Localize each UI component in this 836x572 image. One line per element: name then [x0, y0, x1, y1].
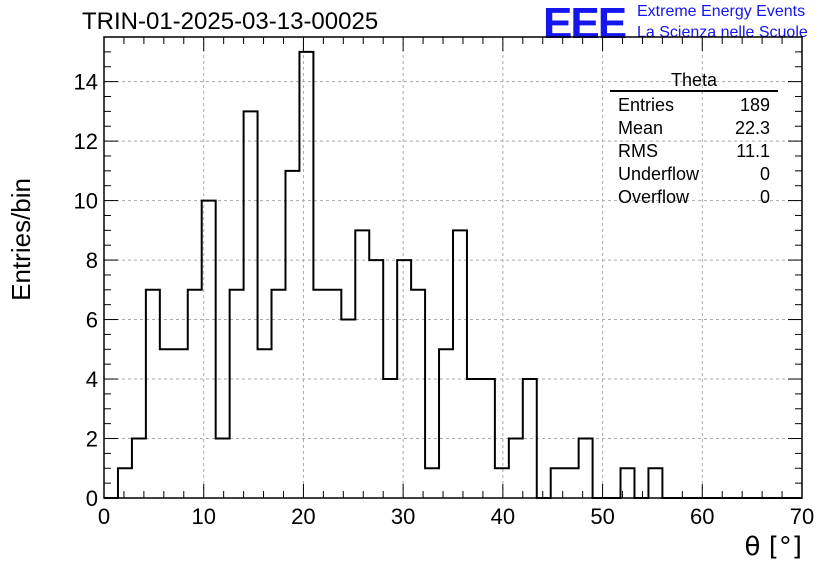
- histogram-bin: [202, 201, 216, 498]
- stats-value: 22.3: [734, 118, 770, 138]
- histogram-bin: [439, 349, 453, 498]
- stats-row: RMS 11.1: [610, 140, 778, 163]
- x-tick-label: 40: [491, 504, 515, 529]
- stats-value: 0: [759, 164, 770, 184]
- stats-label: Overflow: [618, 187, 690, 207]
- stats-row: Entries 189: [610, 94, 778, 117]
- logo-text-line-1: Extreme Energy Events: [637, 3, 806, 20]
- x-tick-label: 70: [790, 504, 814, 529]
- histogram-bin: [285, 171, 299, 498]
- stats-row: Underflow 0: [610, 163, 778, 186]
- histogram-bin: [411, 290, 425, 498]
- histogram-bin: [481, 379, 495, 498]
- y-tick-label: 2: [86, 427, 98, 452]
- eee-logo-icon: EEE: [543, 0, 627, 48]
- histogram-bin: [230, 290, 244, 498]
- histogram-bin: [146, 290, 160, 498]
- histogram-bin: [327, 290, 341, 498]
- histogram-bin: [509, 439, 523, 498]
- stats-label: Mean: [618, 118, 664, 138]
- histogram-bin: [244, 111, 258, 498]
- plot-frame: [103, 36, 803, 499]
- histogram-bin: [313, 290, 327, 498]
- x-axis-label: θ [°]: [744, 532, 802, 562]
- stats-box: Theta Entries 189 Mean 22.3 RMS 11.1 Underflow…: [610, 70, 778, 209]
- histogram-bin: [453, 230, 467, 498]
- stats-label: Underflow: [618, 164, 700, 184]
- histogram-bin: [648, 468, 662, 498]
- histogram-bin: [272, 290, 286, 498]
- histogram-bin: [341, 320, 355, 498]
- y-tick-label: 10: [74, 189, 98, 214]
- histogram-bin: [425, 468, 439, 498]
- histogram-bin: [355, 230, 369, 498]
- stats-row: Overflow 0: [610, 186, 778, 209]
- y-tick-label: 4: [86, 367, 98, 392]
- x-tick-label: 60: [690, 504, 714, 529]
- stats-label: Entries: [618, 95, 675, 115]
- x-tick-label: 30: [391, 504, 415, 529]
- histogram-bin: [132, 439, 146, 498]
- stats-title: Theta: [610, 70, 778, 92]
- y-tick-label: 14: [74, 70, 98, 95]
- x-tick-label: 20: [291, 504, 315, 529]
- plot-title: TRIN-01-2025-03-13-00025: [82, 8, 379, 35]
- histogram-bin: [523, 379, 537, 498]
- x-tick-label: 10: [191, 504, 215, 529]
- histogram-bin: [174, 349, 188, 498]
- histogram-bin: [579, 439, 593, 498]
- histogram-bin: [495, 468, 509, 498]
- histogram-step-line: [104, 50, 802, 499]
- histogram-bin: [160, 349, 174, 498]
- histogram-bin: [299, 52, 313, 498]
- stats-row: Mean 22.3: [610, 117, 778, 140]
- histogram-bin: [551, 468, 565, 498]
- histogram-bin: [118, 468, 132, 498]
- y-tick-label: 12: [74, 129, 98, 154]
- stats-value: 11.1: [736, 141, 770, 161]
- x-tick-label: 0: [98, 504, 110, 529]
- x-tick-label: 50: [590, 504, 614, 529]
- histogram-bin: [188, 290, 202, 498]
- histogram-bin: [369, 260, 383, 498]
- histogram-bin: [383, 379, 397, 498]
- histogram-bin: [621, 468, 635, 498]
- histogram-bin: [258, 349, 272, 498]
- y-tick-label: 8: [86, 248, 98, 273]
- stats-label: RMS: [618, 141, 658, 161]
- histogram-bin: [216, 439, 230, 498]
- stats-value: 0: [759, 187, 770, 207]
- y-tick-label: 6: [86, 308, 98, 333]
- y-tick-label: 0: [86, 486, 98, 511]
- histogram-bin: [565, 468, 579, 498]
- stats-rows: Entries 189 Mean 22.3 RMS 11.1 Underflow 0 Overf…: [610, 94, 778, 209]
- histogram-bin: [397, 260, 411, 498]
- histogram-bin: [467, 379, 481, 498]
- stats-value: 189: [739, 95, 770, 115]
